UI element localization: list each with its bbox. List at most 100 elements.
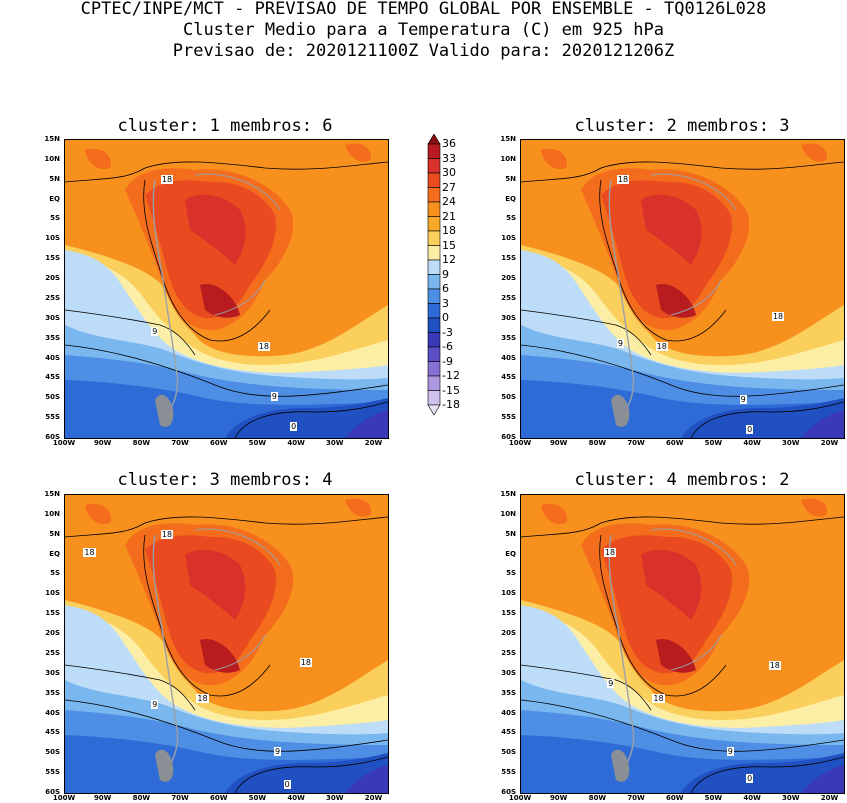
colorbar-swatch bbox=[427, 361, 441, 377]
lon-tick: 70W bbox=[171, 439, 189, 447]
contour-label: 9 bbox=[151, 699, 159, 709]
lat-tick: 10N bbox=[44, 154, 60, 163]
colorbar-swatch bbox=[427, 288, 441, 304]
contour-label: 0 bbox=[746, 774, 754, 784]
lat-tick: 40S bbox=[501, 353, 516, 362]
lon-tick: 80W bbox=[588, 794, 607, 802]
lat-tick: EQ bbox=[505, 194, 516, 203]
lat-tick: 55S bbox=[501, 768, 516, 777]
lat-tick: 60S bbox=[501, 788, 516, 796]
colorbar-label: -6 bbox=[442, 340, 453, 353]
lat-tick: 35S bbox=[45, 333, 60, 342]
contour-label: 9 bbox=[273, 747, 282, 757]
lat-tick: 40S bbox=[45, 353, 60, 362]
lon-tick: 60W bbox=[665, 439, 684, 447]
colorbar-swatch bbox=[427, 259, 441, 275]
contour-label: 18 bbox=[257, 341, 270, 351]
lat-tick: 60S bbox=[45, 788, 60, 796]
colorbar-label: 27 bbox=[442, 180, 456, 194]
contour-label: 18 bbox=[160, 529, 174, 539]
colorbar-label: -9 bbox=[442, 354, 453, 368]
colorbar-swatch bbox=[427, 332, 441, 348]
colorbar-label: 15 bbox=[442, 238, 456, 252]
lon-tick: 20W bbox=[364, 794, 383, 802]
lat-tick: 15N bbox=[500, 490, 516, 498]
lat-tick: 20S bbox=[501, 274, 516, 283]
lat-tick: 15S bbox=[501, 254, 516, 263]
lat-tick: 45S bbox=[501, 728, 516, 737]
colorbar-swatch bbox=[427, 201, 441, 217]
contour-label: 18 bbox=[655, 341, 668, 351]
lat-tick: 50S bbox=[45, 748, 60, 757]
colorbar-label: 0 bbox=[442, 311, 449, 324]
colorbar-swatch bbox=[427, 187, 441, 203]
cluster-map bbox=[64, 494, 389, 794]
lon-tick: 40W bbox=[287, 439, 305, 447]
lat-tick: 55S bbox=[45, 413, 60, 422]
colorbar-label: -18 bbox=[442, 398, 460, 411]
colorbar-label: 3 bbox=[442, 296, 449, 310]
lon-tick: 90W bbox=[93, 794, 112, 802]
colorbar-swatch bbox=[427, 274, 441, 290]
contour-label: 18 bbox=[603, 547, 617, 557]
lat-tick: 45S bbox=[501, 373, 516, 382]
lat-tick: 20S bbox=[45, 274, 60, 283]
lat-tick: 55S bbox=[45, 768, 60, 777]
lat-tick: 15S bbox=[501, 609, 516, 618]
cluster-map bbox=[64, 139, 389, 439]
lat-tick: EQ bbox=[505, 549, 516, 558]
lon-tick: 60W bbox=[209, 439, 228, 447]
lat-tick: 50S bbox=[45, 393, 60, 402]
colorbar-swatch bbox=[427, 172, 441, 188]
lat-tick: 15S bbox=[45, 254, 60, 263]
panel-title: cluster: 1 membros: 6 bbox=[117, 116, 333, 136]
colorbar-label: -3 bbox=[442, 325, 453, 339]
cluster-map bbox=[520, 139, 845, 439]
contour-label: 9 bbox=[270, 392, 278, 402]
panel-title: cluster: 3 membros: 4 bbox=[117, 470, 333, 490]
contour-label: 0 bbox=[283, 780, 291, 790]
contour-label: 0 bbox=[290, 422, 298, 432]
colorbar-swatch bbox=[427, 390, 441, 406]
lat-tick: 30S bbox=[45, 668, 60, 677]
contour-label: 9 bbox=[726, 747, 734, 757]
lon-tick: 80W bbox=[132, 794, 151, 802]
contour-label: 18 bbox=[299, 657, 312, 667]
lat-tick: 5S bbox=[506, 214, 516, 223]
lat-tick: 55S bbox=[501, 413, 516, 422]
lon-tick: 90W bbox=[549, 794, 568, 802]
lat-tick: 30S bbox=[501, 668, 516, 677]
lon-tick: 50W bbox=[248, 439, 267, 447]
lon-tick: 100W bbox=[508, 794, 532, 802]
colorbar: 36 33 30 27 24 21 18 15 12 9 6 3 0 -3 -6 -9 -12 -15 -18 bbox=[425, 133, 485, 444]
lon-tick: 40W bbox=[287, 794, 305, 802]
lon-tick: 100W bbox=[52, 794, 76, 802]
contour-label: 18 bbox=[83, 547, 96, 557]
lat-tick: 25S bbox=[45, 293, 60, 302]
lat-tick: 10S bbox=[45, 589, 60, 598]
lat-tick: 40S bbox=[501, 708, 516, 717]
contour-label: 0 bbox=[746, 425, 754, 435]
colorbar-swatch bbox=[427, 317, 441, 333]
colorbar-swatch bbox=[427, 346, 441, 362]
contour-label: 18 bbox=[616, 174, 630, 184]
lat-tick: 20S bbox=[501, 629, 516, 638]
colorbar-label: -15 bbox=[442, 383, 460, 397]
lat-tick: 5N bbox=[49, 174, 60, 183]
lat-tick: 10S bbox=[45, 234, 60, 243]
contour-label: 18 bbox=[652, 693, 665, 703]
colorbar-swatch bbox=[427, 230, 441, 246]
lat-tick: 5N bbox=[505, 529, 516, 538]
lon-tick: 30W bbox=[782, 794, 800, 802]
contour-label: 18 bbox=[160, 174, 174, 184]
lat-tick: 60S bbox=[45, 433, 60, 441]
lon-tick: 60W bbox=[209, 794, 228, 802]
colorbar-label: 33 bbox=[442, 151, 456, 165]
lat-tick: EQ bbox=[49, 549, 60, 558]
lat-tick: 25S bbox=[501, 648, 516, 657]
lon-tick: 80W bbox=[132, 439, 151, 447]
lat-tick: 30S bbox=[45, 313, 60, 322]
colorbar-swatch bbox=[427, 143, 441, 159]
lon-tick: 90W bbox=[93, 439, 112, 447]
lon-tick: 40W bbox=[743, 439, 761, 447]
